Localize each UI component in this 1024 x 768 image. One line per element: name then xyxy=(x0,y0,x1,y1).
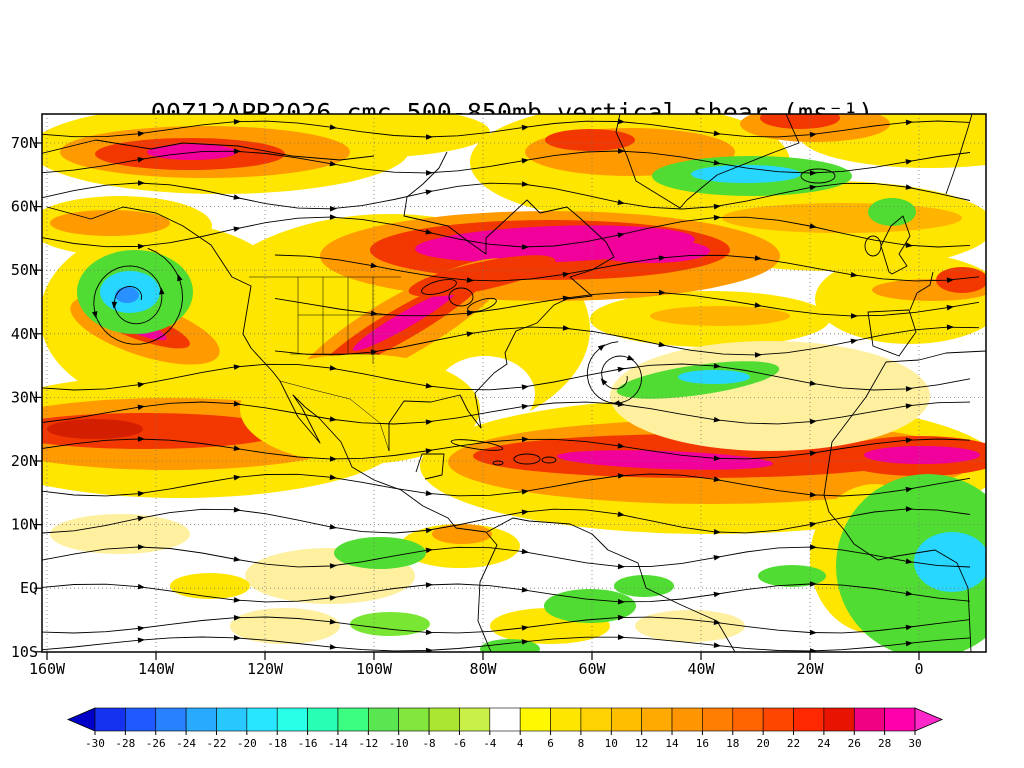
colorbar-tick-label: -26 xyxy=(146,737,166,750)
colorbar-tick-label: -24 xyxy=(176,737,196,750)
colorbar-tick-label: -30 xyxy=(85,737,105,750)
colorbar-tick-label: 8 xyxy=(578,737,585,750)
colorbar-tick-label: -10 xyxy=(389,737,409,750)
lon-tick-label: 60W xyxy=(578,660,606,678)
colorbar-cell xyxy=(94,707,126,732)
lat-tick-label: 50N xyxy=(11,261,38,279)
colorbar-cell xyxy=(337,707,369,732)
colorbar-cell xyxy=(307,707,339,732)
colorbar-cell xyxy=(246,707,278,732)
colorbar-cell xyxy=(732,707,764,732)
colorbar: -30 -28 -26 -24 -22 -20 -18 -16 -14 -12 -10 -8 -6 -4 4… xyxy=(66,707,944,750)
colorbar-cell xyxy=(762,707,794,732)
colorbar-tick-label: -12 xyxy=(358,737,378,750)
colorbar-cell xyxy=(368,707,400,732)
colorbar-tick-label: -14 xyxy=(328,737,348,750)
lon-tick-label: 80W xyxy=(469,660,497,678)
colorbar-tick-label: -16 xyxy=(298,737,318,750)
lon-tick-label: 140W xyxy=(138,660,175,678)
colorbar-cell xyxy=(519,707,551,732)
colorbar-tick-label: -8 xyxy=(422,737,435,750)
colorbar-cell xyxy=(155,707,187,732)
lat-tick-label: 10N xyxy=(11,516,38,534)
colorbar-cell xyxy=(610,707,642,732)
colorbar-tick-label: 4 xyxy=(517,737,524,750)
colorbar-tick-label: -22 xyxy=(207,737,227,750)
colorbar-tick-label: -4 xyxy=(483,737,497,750)
lat-tick-label: 20N xyxy=(11,452,38,470)
lon-tick-label: 20W xyxy=(796,660,824,678)
colorbar-tick-label: 20 xyxy=(757,737,770,750)
lon-tick-label: 120W xyxy=(247,660,284,678)
colorbar-tick-label: 6 xyxy=(547,737,554,750)
lat-tick-label: 40N xyxy=(11,325,38,343)
longitude-axis: 160W 140W 120W 100W 80W 60W 40W 20W 0 xyxy=(29,652,924,678)
colorbar-cell xyxy=(793,707,825,732)
lat-tick-label: 60N xyxy=(11,198,38,216)
colorbar-cell xyxy=(125,707,157,732)
colorbar-tick-label: 10 xyxy=(605,737,618,750)
colorbar-cell xyxy=(671,707,703,732)
colorbar-cell xyxy=(216,707,248,732)
latitude-axis: 70N 60N 50N 40N 30N 20N 10N EQ 10S xyxy=(11,134,42,661)
lat-tick-label: EQ xyxy=(20,579,38,597)
colorbar-tick-label: 12 xyxy=(635,737,648,750)
colorbar-cell xyxy=(459,707,491,732)
colorbar-tick-label: 24 xyxy=(817,737,831,750)
colorbar-tick-label: -18 xyxy=(267,737,287,750)
grid-layer xyxy=(42,114,986,652)
coastlines-layer xyxy=(42,114,986,652)
colorbar-cell xyxy=(853,707,885,732)
colorbar-cell xyxy=(702,707,734,732)
streamlines-layer xyxy=(42,118,980,652)
colorbar-tick-label: 26 xyxy=(848,737,861,750)
colorbar-labels: -30 -28 -26 -24 -22 -20 -18 -16 -14 -12 -10 -8 -6 -4 4… xyxy=(85,731,922,750)
lon-tick-label: 0 xyxy=(914,660,923,678)
map-layers xyxy=(42,114,986,652)
colorbar-tick-label: 28 xyxy=(878,737,891,750)
colorbar-tick-label: 14 xyxy=(665,737,679,750)
colorbar-cell xyxy=(428,707,460,732)
colorbar-tick-label: 30 xyxy=(908,737,921,750)
colorbar-cell xyxy=(580,707,612,732)
lat-tick-label: 70N xyxy=(11,134,38,152)
colorbar-tick-label: 18 xyxy=(726,737,739,750)
lat-tick-label: 30N xyxy=(11,388,38,406)
colorbar-cell xyxy=(276,707,308,732)
lon-tick-label: 160W xyxy=(29,660,66,678)
colorbar-cells xyxy=(66,707,944,732)
shading-layer xyxy=(42,114,986,652)
colorbar-arrow-left xyxy=(66,707,96,732)
colorbar-cell xyxy=(823,707,855,732)
colorbar-cell xyxy=(185,707,217,732)
state-borders-layer xyxy=(249,276,401,452)
colorbar-cell xyxy=(884,707,916,732)
lon-tick-label: 100W xyxy=(356,660,393,678)
colorbar-arrow-right xyxy=(914,707,944,732)
colorbar-tick-label: -28 xyxy=(115,737,135,750)
colorbar-tick-label: 16 xyxy=(696,737,709,750)
colorbar-cell xyxy=(641,707,673,732)
lat-tick-label: 10S xyxy=(11,643,38,661)
colorbar-tick-label: -20 xyxy=(237,737,257,750)
colorbar-cell xyxy=(550,707,582,732)
map-border xyxy=(41,113,987,653)
colorbar-cell xyxy=(489,707,521,732)
colorbar-tick-label: -6 xyxy=(453,737,466,750)
lon-tick-label: 40W xyxy=(687,660,715,678)
colorbar-tick-label: 22 xyxy=(787,737,800,750)
colorbar-cell xyxy=(398,707,430,732)
